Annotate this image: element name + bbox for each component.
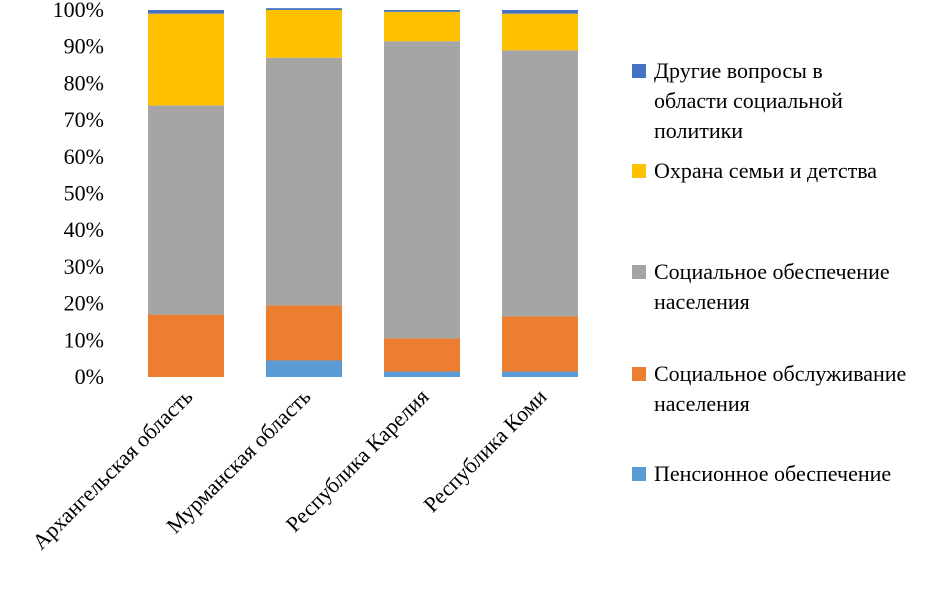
y-tick-label: 70% (64, 107, 104, 132)
bar-segment (502, 10, 578, 14)
bar-segment (266, 8, 342, 10)
legend-item-pension: Пенсионное обеспечение (632, 459, 944, 489)
bar-segment (384, 10, 460, 12)
legend-label-security: Социальное обеспечение населения (654, 259, 890, 314)
y-tick-label: 80% (64, 70, 104, 95)
legend-swatch-security (632, 265, 646, 279)
bar-segment (384, 338, 460, 372)
bar-segment (384, 11, 460, 42)
legend-swatch-service (632, 367, 646, 381)
bar-segment (148, 13, 224, 106)
bar-segment (148, 314, 224, 377)
x-tick-label: Республика Коми (418, 384, 551, 517)
y-tick-label: 10% (64, 327, 104, 352)
bar-segment (502, 50, 578, 317)
bar-segment (502, 13, 578, 51)
bar-segment (148, 10, 224, 14)
legend-item-service: Социальное обслуживание населения (632, 359, 944, 419)
legend-item-other: Другие вопросы в области социальной поли… (632, 56, 884, 146)
legend-label-family: Охрана семьи и детства (654, 158, 878, 183)
legend-label-other: Другие вопросы в области социальной поли… (654, 58, 843, 143)
bars (148, 8, 578, 377)
y-tick-label: 60% (64, 144, 104, 169)
y-tick-label: 20% (64, 291, 104, 316)
y-tick-label: 90% (64, 34, 104, 59)
y-tick-label: 0% (75, 364, 104, 389)
legend-label-service: Социальное обслуживание населения (654, 361, 907, 416)
y-tick-label: 100% (53, 0, 104, 22)
y-tick-label: 40% (64, 217, 104, 242)
bar-segment (148, 105, 224, 315)
bar-segment (384, 371, 460, 377)
legend-item-family: Охрана семьи и детства (632, 156, 944, 186)
bar-segment (266, 10, 342, 58)
y-tick-label: 50% (64, 181, 104, 206)
legend-swatch-other (632, 64, 646, 78)
bar-segment (266, 57, 342, 306)
bar-segment (502, 316, 578, 372)
y-tick-label: 30% (64, 254, 104, 279)
bar-segment (266, 305, 342, 361)
legend-item-security: Социальное обеспечение населения (632, 257, 944, 317)
legend-swatch-pension (632, 467, 646, 481)
legend-label-pension: Пенсионное обеспечение (654, 461, 892, 486)
legend-swatch-family (632, 164, 646, 178)
bar-segment (266, 360, 342, 377)
bar-segment (384, 41, 460, 339)
bar-segment (502, 371, 578, 377)
y-axis: 0% 10% 20% 30% 40% 50% 60% 70% 80% 90% 100% (53, 0, 104, 389)
